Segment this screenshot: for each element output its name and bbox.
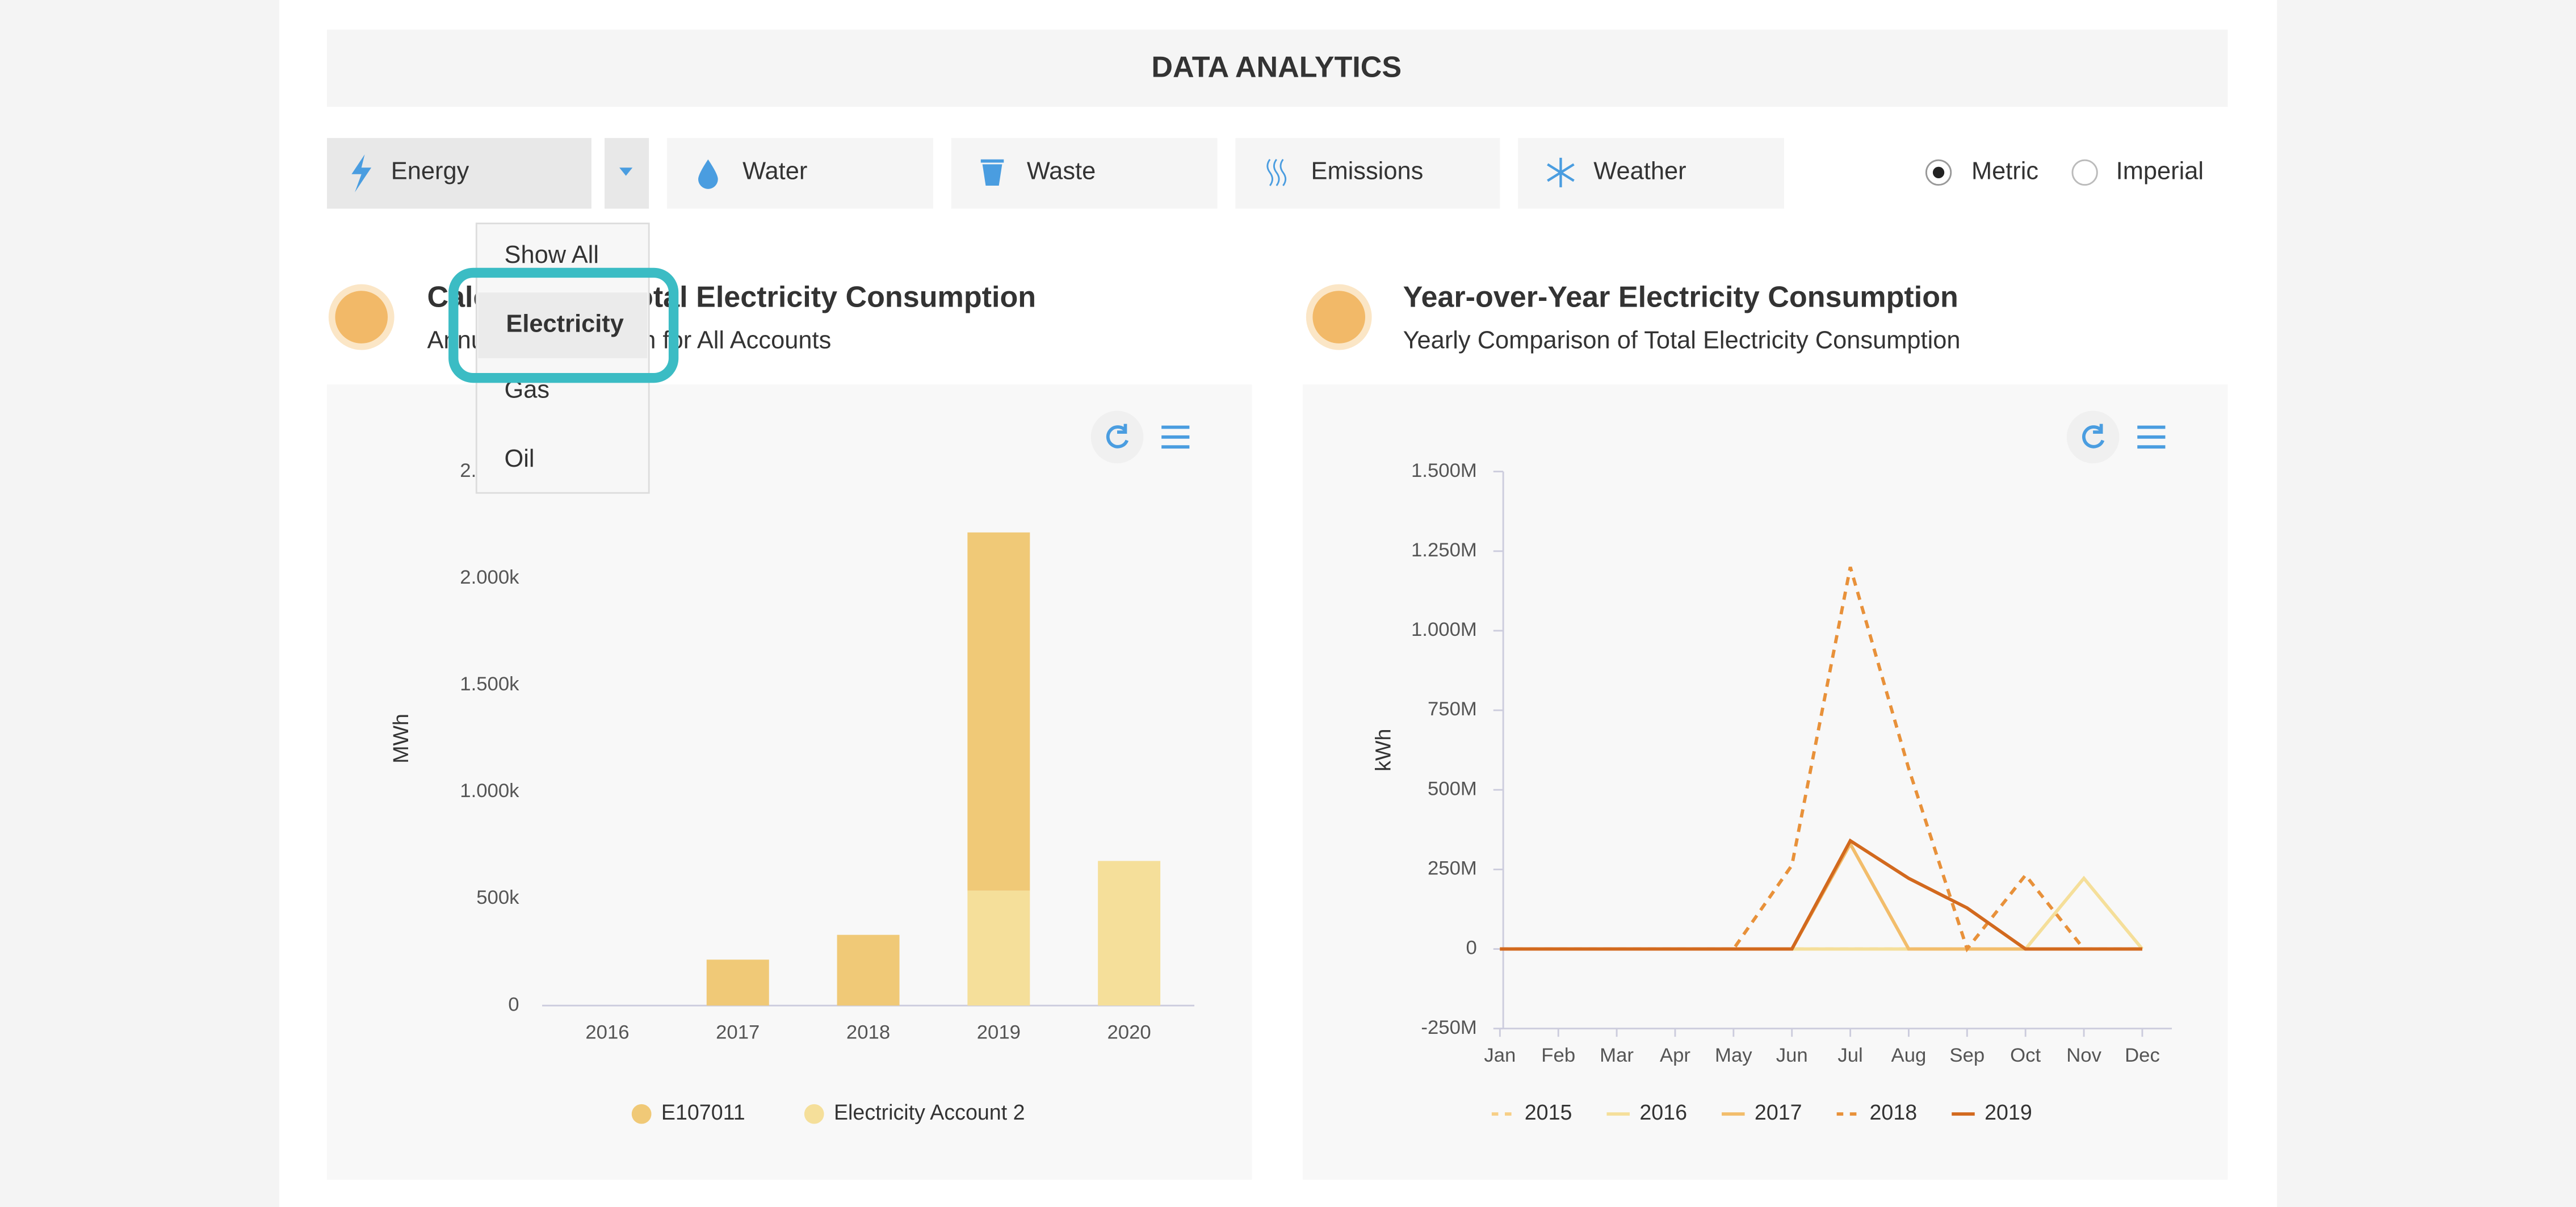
tab[interactable] [1235, 138, 1500, 209]
chart-title: Year-over-Year Electricity Consumption [1403, 280, 1958, 313]
bar-segment [967, 532, 1030, 891]
legend-label[interactable]: 2017 [1755, 1100, 1802, 1124]
y-tick-label: 500M [1428, 778, 1477, 799]
x-tick-label: Jan [1484, 1045, 1516, 1066]
x-tick-label: Apr [1660, 1045, 1690, 1066]
y-tick-label: -250M [1421, 1017, 1476, 1038]
emissions-icon [1266, 158, 1287, 186]
dropdown-highlight [478, 292, 648, 358]
chart-card [1303, 384, 2228, 1180]
x-tick-label: 2020 [1107, 1022, 1151, 1043]
bar-segment [837, 934, 900, 1006]
tab-label[interactable]: Weather [1593, 157, 1686, 185]
y-tick-label: 0 [508, 994, 519, 1015]
header-bar [326, 30, 2228, 107]
refresh-button[interactable] [1090, 410, 1144, 464]
header-title: DATA ANALYTICS [1151, 51, 1402, 83]
x-tick-label: 2016 [585, 1022, 629, 1043]
waste-icon [980, 159, 1004, 186]
y-tick-label: 500k [476, 887, 519, 908]
y-tick-label: 250M [1428, 858, 1477, 879]
y-tick-label: 1.000M [1411, 619, 1477, 640]
x-tick-label: Jul [1837, 1045, 1862, 1066]
y-tick-label: 1.250M [1411, 539, 1477, 561]
x-tick-label: May [1715, 1045, 1752, 1066]
weather-icon [1547, 157, 1575, 187]
caret-icon [619, 167, 633, 176]
tab[interactable] [326, 138, 591, 209]
refresh-icon [2082, 424, 2105, 449]
tabs: Energy Water Waste Emissions Weather [326, 138, 1785, 209]
radio[interactable] [2071, 159, 2098, 186]
legend-swatch [804, 1104, 824, 1124]
legend-label[interactable]: 2015 [1525, 1100, 1572, 1124]
x-tick-label: Mar [1600, 1045, 1634, 1066]
dropdown-item[interactable]: Show All [504, 241, 598, 269]
y-axis-label: kWh [1371, 729, 1395, 772]
y-tick-label: 1.000k [460, 780, 519, 802]
bar-segment [706, 959, 769, 1006]
tab-label[interactable]: Water [742, 157, 807, 185]
chart-subtitle: Yearly Comparison of Total Electricity C… [1403, 326, 1961, 354]
y-tick-label: 0 [1466, 937, 1477, 959]
chart-icon [335, 291, 388, 343]
tab-label[interactable]: Energy [391, 157, 469, 185]
legend-label[interactable]: 2018 [1870, 1100, 1918, 1124]
tab-label[interactable]: Waste [1027, 157, 1096, 185]
energy-icon [351, 154, 372, 192]
refresh-icon [1106, 424, 1129, 449]
x-tick-label: Aug [1891, 1045, 1927, 1066]
x-tick-label: 2019 [977, 1022, 1021, 1043]
x-tick-label: Oct [2010, 1045, 2041, 1066]
legend-label[interactable]: 2019 [1985, 1100, 2032, 1124]
refresh-button[interactable] [2066, 410, 2120, 464]
dropdown-menu: Show All Electricity Gas Oil [448, 223, 679, 494]
x-tick-label: Feb [1541, 1045, 1575, 1066]
x-tick-label: 2018 [846, 1022, 890, 1043]
chart-card [326, 384, 1252, 1180]
x-tick-label: 2017 [716, 1022, 760, 1043]
y-tick-label: 1.500M [1411, 460, 1477, 481]
tab-label[interactable]: Emissions [1311, 157, 1424, 185]
radio-label[interactable]: Imperial [2116, 157, 2204, 185]
bar-segment [1098, 861, 1161, 1006]
radio-dot [1932, 166, 1945, 179]
dropdown-item[interactable]: Electricity [506, 310, 624, 337]
x-tick-label: Dec [2125, 1045, 2160, 1066]
focus-highlight [448, 267, 679, 383]
radio-label[interactable]: Metric [1971, 157, 2038, 185]
water-icon [698, 159, 718, 189]
dropdown-item[interactable]: Oil [504, 445, 534, 472]
legend-label[interactable]: 2016 [1639, 1100, 1687, 1124]
y-tick-label: 750M [1428, 698, 1477, 720]
legend-swatch [631, 1104, 652, 1124]
series-line [1500, 838, 2142, 951]
bar-segment [967, 890, 1030, 1006]
y-axis-label: MWh [389, 714, 413, 764]
x-tick-label: Jun [1776, 1045, 1808, 1066]
chart-icon [1312, 291, 1366, 343]
y-tick-label: 1.500k [460, 673, 519, 695]
x-tick-label: Sep [1949, 1045, 1985, 1066]
legend-label[interactable]: E107011 [661, 1100, 745, 1124]
y-tick-label: 2.000k [460, 567, 519, 588]
x-tick-label: Nov [2066, 1045, 2101, 1066]
legend-label[interactable]: Electricity Account 2 [834, 1100, 1025, 1124]
